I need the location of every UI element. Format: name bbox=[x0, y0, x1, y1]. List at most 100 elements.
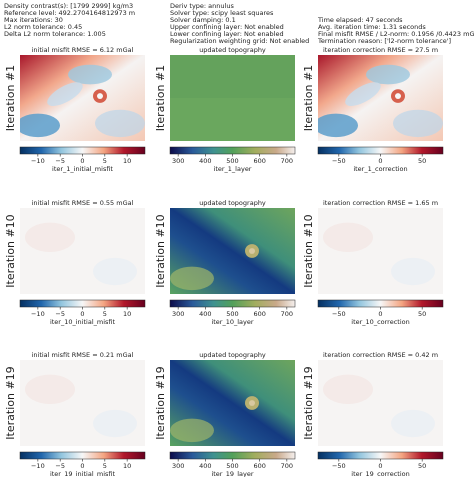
colorbar-label: iter_1_correction bbox=[353, 165, 407, 173]
colorbar-label: iter_19_correction bbox=[351, 470, 409, 477]
colorbar-tick-label: 5 bbox=[103, 462, 107, 470]
colorbar-tick-label: −10 bbox=[31, 157, 45, 165]
colorbar-tick-label: 50 bbox=[418, 310, 426, 318]
heatmap-image bbox=[20, 55, 145, 141]
panel-title: updated topography bbox=[199, 46, 266, 54]
panel: initial misfit RMSE = 0.55 mGal Iteration… bbox=[4, 199, 146, 326]
colorbar-label: iter_10_initial_misfit bbox=[50, 318, 116, 326]
colorbar bbox=[317, 299, 444, 308]
colorbar-tick-label: 700 bbox=[281, 157, 293, 165]
colorbar-tick-label: −5 bbox=[55, 462, 65, 470]
heatmap-image bbox=[318, 360, 443, 446]
header-line: Density contrast(s): [1799 2999] kg/m3 bbox=[4, 2, 133, 10]
colorbar-tick-label: 500 bbox=[226, 462, 238, 470]
panel-title: iteration correction RMSE = 0.42 m bbox=[323, 351, 438, 359]
colorbar-tick-label: 10 bbox=[123, 157, 131, 165]
colorbar-tick-label: 50 bbox=[418, 157, 426, 165]
row-label: Iteration #10 bbox=[154, 214, 167, 287]
panel: initial misfit RMSE = 6.12 mGal Iteration… bbox=[4, 46, 146, 173]
panel-title: initial misfit RMSE = 0.21 mGal bbox=[32, 351, 134, 359]
header-line: Lower confining layer: Not enabled bbox=[170, 30, 284, 38]
colorbar bbox=[317, 451, 444, 460]
colorbar-tick-label: −5 bbox=[55, 157, 65, 165]
colorbar bbox=[169, 146, 296, 155]
colorbar-tick-label: 300 bbox=[172, 310, 184, 318]
colorbar-tick-label: 0 bbox=[80, 310, 84, 318]
colorbar-tick-label: 600 bbox=[253, 157, 265, 165]
panel: iteration correction RMSE = 27.5 m Iterat… bbox=[302, 46, 444, 173]
header-line: Solver damping: 0.1 bbox=[170, 16, 236, 24]
header-line: Regularization weighting grid: Not enabl… bbox=[170, 37, 309, 45]
row-label: Iteration #10 bbox=[4, 214, 17, 287]
colorbar-tick-label: −50 bbox=[332, 462, 346, 470]
colorbar-label: iter_19_layer bbox=[211, 470, 253, 477]
heatmap-image bbox=[170, 360, 295, 446]
header-line: Delta L2 norm tolerance: 1.005 bbox=[4, 30, 106, 38]
colorbar-tick-label: −50 bbox=[332, 310, 346, 318]
panel: iteration correction RMSE = 0.42 m Iterat… bbox=[302, 351, 444, 477]
colorbar-tick-label: 400 bbox=[199, 310, 211, 318]
panel-title: initial misfit RMSE = 6.12 mGal bbox=[32, 46, 134, 54]
colorbar-tick-label: 400 bbox=[199, 157, 211, 165]
colorbar-tick-label: 300 bbox=[172, 462, 184, 470]
colorbar bbox=[169, 299, 296, 308]
colorbar-tick-label: 5 bbox=[103, 157, 107, 165]
colorbar bbox=[19, 299, 146, 308]
header-line: L2 norm tolerance: 0.45 bbox=[4, 23, 82, 31]
colorbar-tick-label: 10 bbox=[123, 462, 131, 470]
row-label: Iteration #19 bbox=[302, 366, 315, 439]
colorbar-tick-label: 5 bbox=[103, 310, 107, 318]
header-line: Reference level: 492.2704164812973 m bbox=[4, 9, 135, 17]
header-line: Deriv type: annulus bbox=[170, 2, 234, 10]
colorbar-tick-label: −5 bbox=[55, 310, 65, 318]
panel-title: updated topography bbox=[199, 351, 266, 359]
row-label: Iteration #1 bbox=[302, 65, 315, 131]
header-line: Solver type: scipy least squares bbox=[170, 9, 274, 17]
colorbar-tick-label: 300 bbox=[172, 157, 184, 165]
header-line: Avg. iteration time: 1.31 seconds bbox=[318, 23, 426, 31]
colorbar-label: iter_10_correction bbox=[351, 318, 409, 326]
header: Density contrast(s): [1799 2999] kg/m3Re… bbox=[4, 2, 474, 45]
colorbar-tick-label: 0 bbox=[378, 157, 382, 165]
panel: initial misfit RMSE = 0.21 mGal Iteration… bbox=[4, 351, 146, 477]
header-line: Max iterations: 30 bbox=[4, 16, 63, 24]
colorbar bbox=[19, 451, 146, 460]
panel: updated topography Iteration #1 300 400 500 6… bbox=[154, 46, 296, 173]
colorbar-label: iter_1_initial_misfit bbox=[52, 165, 113, 173]
colorbar-tick-label: 50 bbox=[418, 462, 426, 470]
colorbar-tick-label: 600 bbox=[253, 310, 265, 318]
colorbar-tick-label: −10 bbox=[31, 310, 45, 318]
heatmap-image bbox=[318, 208, 443, 294]
header-line: Final misfit RMSE / L2-norm: 0.1956 /0.4… bbox=[318, 30, 474, 38]
colorbar-tick-label: 10 bbox=[123, 310, 131, 318]
colorbar-label: iter_10_layer bbox=[211, 318, 253, 326]
panel: iteration correction RMSE = 1.65 m Iterat… bbox=[302, 199, 444, 326]
row-label: Iteration #19 bbox=[154, 366, 167, 439]
colorbar-tick-label: 500 bbox=[226, 310, 238, 318]
heatmap-image bbox=[170, 55, 295, 141]
colorbar bbox=[169, 451, 296, 460]
header-line: Termination reason: ['l2-norm tolerance'… bbox=[317, 37, 451, 45]
panel-title: iteration correction RMSE = 27.5 m bbox=[323, 46, 438, 54]
colorbar-tick-label: −50 bbox=[332, 157, 346, 165]
heatmap-image bbox=[318, 55, 443, 141]
colorbar-tick-label: 0 bbox=[80, 462, 84, 470]
panel: updated topography Iteration #19 300 400 500… bbox=[154, 351, 296, 477]
colorbar-tick-label: 700 bbox=[281, 310, 293, 318]
panel-title: updated topography bbox=[199, 199, 266, 207]
panel-title: initial misfit RMSE = 0.55 mGal bbox=[32, 199, 134, 207]
row-label: Iteration #19 bbox=[4, 366, 17, 439]
header-line: Upper confining layer: Not enabled bbox=[170, 23, 284, 31]
row-label: Iteration #1 bbox=[4, 65, 17, 131]
panel: updated topography Iteration #10 300 400 500… bbox=[154, 199, 296, 326]
colorbar-tick-label: 500 bbox=[226, 157, 238, 165]
colorbar-tick-label: 700 bbox=[281, 462, 293, 470]
heatmap-image bbox=[20, 360, 145, 446]
colorbar-tick-label: −10 bbox=[31, 462, 45, 470]
colorbar-label: iter_1_layer bbox=[214, 165, 252, 173]
row-label: Iteration #10 bbox=[302, 214, 315, 287]
colorbar-tick-label: 600 bbox=[253, 462, 265, 470]
colorbar-tick-label: 0 bbox=[80, 157, 84, 165]
heatmap-image bbox=[170, 208, 295, 294]
